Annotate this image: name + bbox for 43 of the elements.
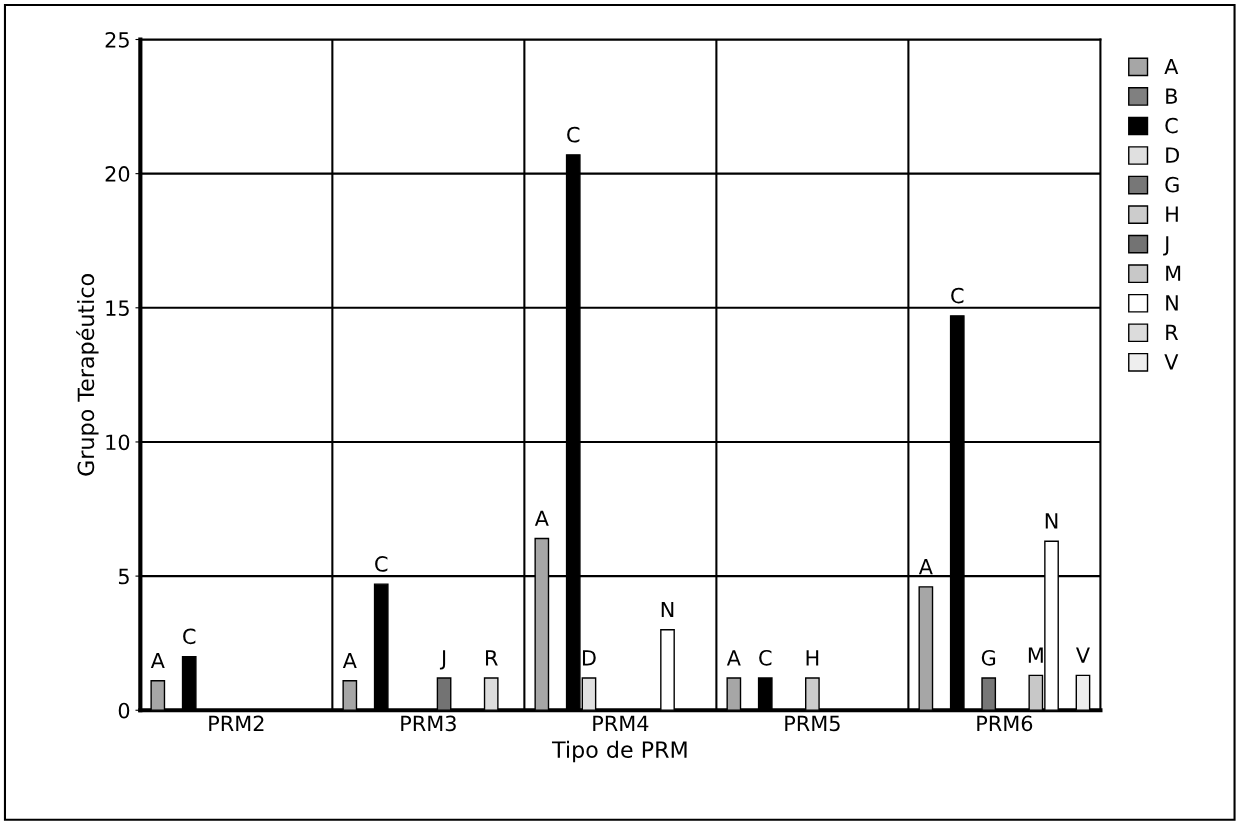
y-tick-label: 0 (118, 702, 130, 719)
legend-label: G (1165, 176, 1179, 193)
legend-label: D (1166, 147, 1179, 163)
y-tick-label: 25 (105, 31, 129, 48)
legend-label: J (1163, 236, 1169, 256)
text: G (981, 649, 996, 666)
y-tick-label: 10 (106, 434, 130, 451)
x-tick-label: PRM2 (209, 715, 264, 731)
x-tick-label: PRM5 (785, 715, 840, 732)
legend-label: M (1166, 265, 1181, 281)
text: C (183, 628, 196, 645)
text: D (582, 650, 596, 666)
text: C (567, 126, 580, 143)
text: A (150, 652, 165, 669)
text: A (726, 650, 741, 666)
y-tick-label: 20 (105, 166, 130, 182)
text: M (1028, 647, 1043, 663)
x-axis-title: Tipo de PRM (551, 740, 687, 763)
text: A (342, 652, 357, 669)
text: J (439, 650, 446, 670)
text: N (1045, 513, 1058, 529)
x-tick-label: PRM6 (977, 715, 1033, 732)
x-tick-label: PRM4 (593, 715, 649, 731)
text: C (951, 287, 964, 304)
legend-label: B (1166, 88, 1177, 104)
text: C (759, 649, 772, 666)
legend-label: N (1166, 295, 1178, 311)
y-tick-label: 5 (118, 568, 129, 585)
text: V (1075, 647, 1090, 663)
legend-label: A (1164, 58, 1179, 75)
text: N (661, 601, 674, 618)
legend-label: C (1165, 117, 1178, 134)
text: A (918, 558, 933, 575)
text: R (486, 650, 498, 666)
x-tick-label: PRM3 (401, 715, 456, 732)
text: A (534, 510, 549, 526)
legend-label: H (1166, 206, 1178, 222)
legend-label: R (1166, 324, 1179, 340)
y-tick-label: 15 (106, 300, 129, 317)
legend-label: V (1164, 354, 1179, 370)
text: C (375, 556, 388, 572)
y-axis-title: Grupo Terapéutico (76, 274, 99, 476)
text: H (806, 650, 819, 666)
